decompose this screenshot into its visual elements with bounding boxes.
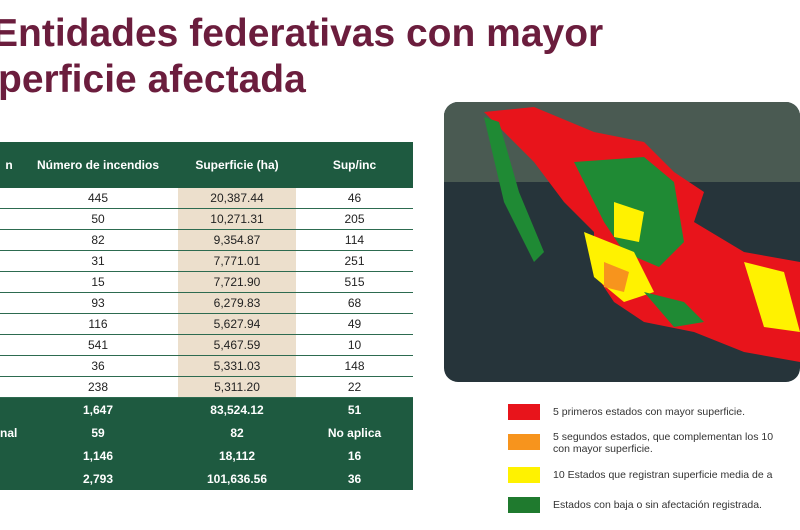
cell: 31 xyxy=(18,250,178,272)
table-row: 50 10,271.31 205 xyxy=(0,208,413,230)
cell: 148 xyxy=(296,355,413,377)
cell: 16 xyxy=(296,444,413,467)
cell: 20,387.44 xyxy=(178,188,296,209)
cell: 5,331.03 xyxy=(178,355,296,377)
legend-swatch xyxy=(508,434,540,450)
table-row: 238 5,311.20 22 xyxy=(0,376,413,398)
cell: 5,467.59 xyxy=(178,334,296,356)
table-row: 445 20,387.44 46 xyxy=(0,188,413,209)
cell: 83,524.12 xyxy=(178,397,296,421)
cell: 15 xyxy=(18,271,178,293)
cell: 51 xyxy=(296,397,413,421)
legend-text: Estados con baja o sin afectación regist… xyxy=(553,499,762,511)
map xyxy=(444,102,800,382)
cell: 22 xyxy=(296,376,413,398)
cell: 68 xyxy=(296,292,413,314)
total-row: 1,647 83,524.12 51 xyxy=(0,397,413,421)
cell: 36 xyxy=(18,355,178,377)
table-row: 116 5,627.94 49 xyxy=(0,313,413,335)
table-row: 15 7,721.90 515 xyxy=(0,271,413,293)
cell: 101,636.56 xyxy=(178,467,296,490)
cell xyxy=(0,229,18,251)
legend-swatch xyxy=(508,404,540,420)
table: n Número de incendios Superficie (ha) Su… xyxy=(0,142,413,490)
cell: 541 xyxy=(18,334,178,356)
cell: 1,146 xyxy=(18,444,178,467)
cell: No aplica xyxy=(296,421,413,444)
cell: 445 xyxy=(18,188,178,209)
cell: 251 xyxy=(296,250,413,272)
cell: 114 xyxy=(296,229,413,251)
title-line: Entidades federativas con mayor xyxy=(0,12,604,55)
cell xyxy=(0,271,18,293)
cell: nal xyxy=(0,421,18,444)
cell: 7,771.01 xyxy=(178,250,296,272)
cell xyxy=(0,467,18,490)
column-header: Número de incendios xyxy=(18,142,178,188)
cell: 36 xyxy=(296,467,413,490)
cell: 18,112 xyxy=(178,444,296,467)
cell xyxy=(0,376,18,398)
table-row: 36 5,331.03 148 xyxy=(0,355,413,377)
title-line: perficie afectada xyxy=(0,58,306,101)
cell xyxy=(0,188,18,209)
cell: 49 xyxy=(296,313,413,335)
cell: 116 xyxy=(18,313,178,335)
column-header: Superficie (ha) xyxy=(178,142,296,188)
cell: 82 xyxy=(18,229,178,251)
cell xyxy=(0,355,18,377)
cell xyxy=(0,250,18,272)
cell: 50 xyxy=(18,208,178,230)
cell: 7,721.90 xyxy=(178,271,296,293)
cell xyxy=(0,292,18,314)
cell: 10,271.31 xyxy=(178,208,296,230)
cell xyxy=(0,397,18,421)
cell: 205 xyxy=(296,208,413,230)
legend-text: con mayor superficie. xyxy=(553,443,653,455)
cell: 6,279.83 xyxy=(178,292,296,314)
cell xyxy=(0,208,18,230)
cell: 93 xyxy=(18,292,178,314)
cell: 59 xyxy=(18,421,178,444)
table-row: 31 7,771.01 251 xyxy=(0,250,413,272)
table-row: 541 5,467.59 10 xyxy=(0,334,413,356)
cell: 1,647 xyxy=(18,397,178,421)
total-row: nal 59 82 No aplica xyxy=(0,421,413,444)
cell: 515 xyxy=(296,271,413,293)
column-header: n xyxy=(0,142,18,188)
table-row: 93 6,279.83 68 xyxy=(0,292,413,314)
cell: 5,311.20 xyxy=(178,376,296,398)
table-row: 82 9,354.87 114 xyxy=(0,229,413,251)
legend-text: 10 Estados que registran superficie medi… xyxy=(553,469,773,481)
legend-swatch xyxy=(508,497,540,513)
cell: 82 xyxy=(178,421,296,444)
cell: 5,627.94 xyxy=(178,313,296,335)
total-row: 2,793 101,636.56 36 xyxy=(0,467,413,490)
cell: 46 xyxy=(296,188,413,209)
cell: 2,793 xyxy=(18,467,178,490)
cell xyxy=(0,334,18,356)
cell: 238 xyxy=(18,376,178,398)
total-row: 1,146 18,112 16 xyxy=(0,444,413,467)
legend-text: 5 primeros estados con mayor superficie. xyxy=(553,406,745,418)
legend-text: 5 segundos estados, que complementan los… xyxy=(553,431,774,443)
column-header: Sup/inc xyxy=(296,142,413,188)
legend-swatch xyxy=(508,467,540,483)
cell: 9,354.87 xyxy=(178,229,296,251)
cell xyxy=(0,444,18,467)
cell xyxy=(0,313,18,335)
cell: 10 xyxy=(296,334,413,356)
